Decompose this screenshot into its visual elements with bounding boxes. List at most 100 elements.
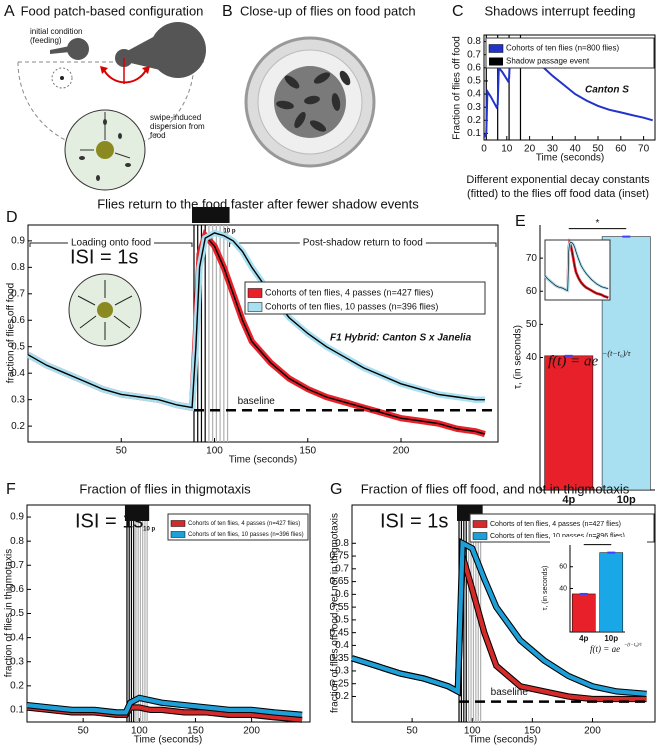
inset-bg (550, 537, 647, 658)
note: swipe-induced (150, 113, 201, 122)
food-diagram (68, 273, 142, 347)
x-tick-label: 4p (562, 494, 575, 506)
legend-label: Cohorts of ten flies, 10 passes (n=396 f… (188, 532, 304, 538)
x-tick-label: 100 (464, 726, 481, 737)
annotation: Canton S (585, 85, 629, 96)
y-axis-label: fraction of flies off food (6, 283, 17, 383)
y-axis-label: fraction of flies off food, yet not in t… (330, 513, 341, 713)
plot-frame (483, 34, 656, 141)
x-tick-label: 100 (206, 446, 223, 457)
bracket-label: Loading onto food (71, 238, 151, 249)
y-tick-label: 0.4 (335, 640, 349, 651)
label-bg (67, 237, 155, 249)
y-tick-label: 0.45 (330, 627, 350, 638)
x-tick-label: 200 (584, 726, 601, 737)
y-axis-label: τ, (in seconds) (542, 566, 549, 611)
y-tick-label: 0.2 (10, 680, 24, 691)
y-tick-label: 0.2 (467, 115, 481, 126)
y-tick-label: 0.1 (10, 705, 24, 716)
line (544, 241, 609, 291)
panel-letter: A (4, 3, 15, 20)
y-tick-label: 0.4 (467, 89, 481, 100)
x-tick-label: 200 (393, 446, 410, 457)
note: food (150, 131, 166, 140)
x-tick-label: 50 (407, 726, 419, 737)
x-tick-label: 100 (131, 726, 148, 737)
y-tick-label: 0.3 (10, 656, 24, 667)
baseline-label: baseline (491, 687, 529, 698)
y-tick-label: 0.4 (10, 632, 24, 643)
y-axis-label: fraction of flies in thigmotaxis (4, 549, 15, 677)
significance: * (596, 218, 600, 229)
baseline-label: baseline (238, 396, 276, 407)
photo (244, 36, 376, 168)
y-tick-label: 60 (526, 286, 538, 297)
bracket-label: Post-shadow return to food (303, 238, 423, 249)
inset-frame (544, 239, 611, 301)
y-tick-label: 0.7 (10, 560, 24, 571)
y-tick-label: 0.7 (335, 563, 349, 574)
y-tick-label: 60 (559, 564, 567, 571)
legend-box (485, 37, 655, 69)
panel-letter: D (6, 209, 18, 226)
shadow-box (191, 207, 230, 223)
shadow-box (124, 505, 150, 521)
y-tick-label: 0.6 (10, 584, 24, 595)
arena-diagram (17, 22, 206, 191)
panel-letter: B (222, 3, 233, 20)
y-tick-label: 0.75 (330, 551, 350, 562)
annotation: ISI = 1s (70, 246, 138, 268)
x-tick-label: 4p (579, 634, 588, 643)
chart-title: Fraction of flies in thigmotaxis (79, 481, 251, 496)
legend-box (167, 513, 309, 541)
x-tick-label: 150 (524, 726, 541, 737)
plot-frame (351, 504, 656, 723)
x-tick-label: 40 (570, 144, 582, 155)
bar (599, 552, 624, 633)
legend-label: Cohorts of ten flies, 10 passes (n=396 f… (265, 301, 438, 311)
plot-frame (27, 224, 499, 443)
significance: * (596, 534, 600, 545)
legend-label: Cohorts of ten flies, 10 passes (n=396 f… (490, 533, 625, 540)
note: dispersion from (150, 122, 205, 131)
x-tick-label: 50 (116, 446, 128, 457)
panel-letter: C (452, 3, 464, 20)
y-tick-label: 0.8 (10, 536, 24, 547)
bar (544, 355, 594, 491)
x-tick-label: 30 (547, 144, 559, 155)
x-tick-label: 150 (299, 446, 316, 457)
y-tick-label: 0.2 (335, 691, 349, 702)
line (27, 232, 485, 409)
formula: f(t) = ae (590, 644, 620, 654)
chart-title: (fitted) to the flies off food data (ins… (467, 188, 649, 200)
y-tick-label: 0.3 (335, 666, 349, 677)
x-tick-label: 150 (187, 726, 204, 737)
y-tick-label: 0.65 (330, 576, 350, 587)
y-tick-label: 0.9 (10, 512, 24, 523)
legend-label: Cohorts of ten flies, 4 passes (n=427 fl… (490, 521, 621, 528)
y-tick-label: 40 (559, 585, 567, 592)
x-axis-label: Time (seconds) (536, 153, 605, 164)
line (26, 695, 303, 717)
y-tick-label: 0.6 (467, 62, 481, 73)
y-tick-label: 0.8 (11, 262, 25, 273)
formula: f(t) = ae (548, 353, 598, 369)
legend-label: Cohorts of ten flies, 4 passes (n=427 fl… (188, 521, 300, 527)
y-tick-label: 0.8 (335, 538, 349, 549)
panel-letter: E (515, 213, 526, 230)
legend-swatch (247, 302, 263, 312)
y-tick-label: 0.5 (10, 608, 24, 619)
y-tick-label: 0.25 (330, 678, 350, 689)
y-axis-label: Fraction of flies off food (452, 36, 463, 140)
y-tick-label: 0.2 (11, 421, 25, 432)
legend-swatch (170, 520, 186, 527)
chart-title: Different exponential decay constants (466, 174, 650, 186)
y-tick-label: 0.55 (330, 602, 350, 613)
x-tick-label: 70 (638, 144, 650, 155)
legend-swatch (247, 288, 263, 298)
shadow-box-label: 10 p (143, 527, 155, 533)
label-bg (299, 237, 426, 249)
y-tick-label: 0.4 (11, 368, 25, 379)
y-tick-label: 0.5 (11, 341, 25, 352)
